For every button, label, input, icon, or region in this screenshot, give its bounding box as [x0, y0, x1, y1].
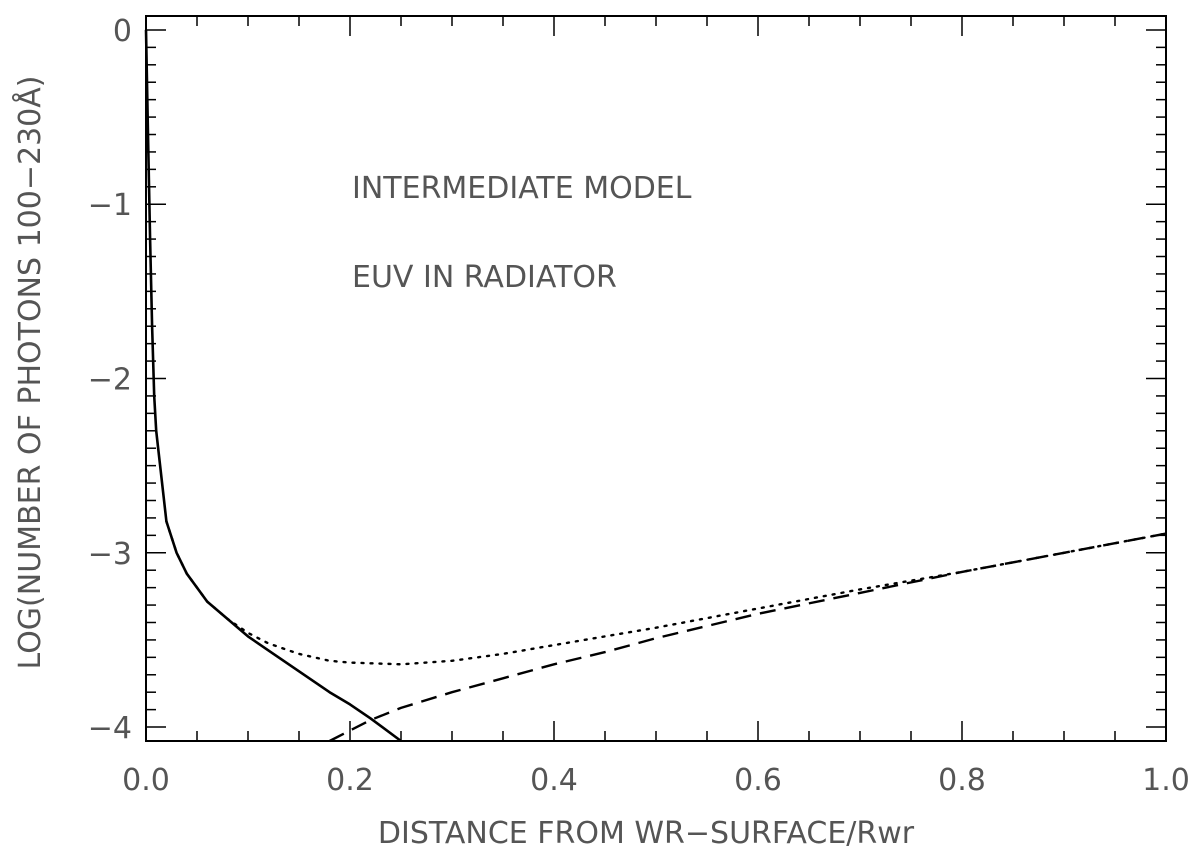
labels: 0.0 0.2 0.4 0.6 0.8 1.0 0 −1 −2 −3 −4 DISTANCE FROM… — [12, 14, 1190, 851]
plot-series — [144, 29, 1168, 743]
x-tick-label: 0.4 — [530, 763, 578, 798]
y-tick-label: 0 — [113, 14, 132, 49]
annotation-text: INTERMEDIATE MODEL — [352, 171, 692, 206]
series-line-dashed — [329, 532, 1167, 743]
x-tick-label: 1.0 — [1142, 763, 1190, 798]
x-tick-label: 0.6 — [734, 763, 782, 798]
plot-frame — [145, 15, 1167, 742]
y-axis-label: LOG(NUMBER OF PHOTONS 100−230Å) — [12, 76, 48, 670]
y-tick-label: −1 — [88, 188, 132, 223]
axes — [145, 15, 1167, 742]
y-tick-label: −3 — [88, 537, 132, 572]
y-tick-label: −4 — [88, 711, 132, 746]
y-tick-label: −2 — [88, 363, 132, 398]
annotation-text: EUV IN RADIATOR — [352, 260, 617, 295]
x-tick-label: 0.8 — [938, 763, 986, 798]
x-tick-label: 0.2 — [326, 763, 374, 798]
x-tick-label: 0.0 — [122, 763, 170, 798]
series-line-solid — [144, 29, 402, 743]
x-axis-label: DISTANCE FROM WR−SURFACE/Rwr — [378, 816, 915, 851]
series-line-dotted — [165, 520, 1168, 666]
